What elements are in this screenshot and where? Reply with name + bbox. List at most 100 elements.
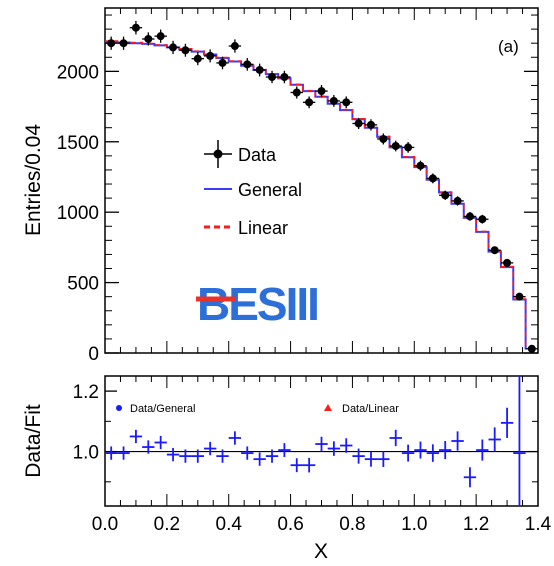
- upper-y-tick-label: 0: [88, 344, 99, 365]
- data-point-marker: [465, 212, 474, 221]
- legend-marker-data: [204, 140, 232, 168]
- ratio-point: [105, 446, 118, 460]
- panel-label: (a): [498, 37, 519, 56]
- data-point: [340, 96, 353, 109]
- ratio-point: [463, 467, 477, 488]
- data-point-marker: [156, 32, 165, 41]
- data-point-marker: [490, 246, 499, 255]
- data-point-marker: [193, 54, 202, 63]
- data-point-marker: [169, 43, 178, 52]
- lower-x-tick-label: 1.0: [401, 514, 427, 535]
- ratio-point: [426, 444, 440, 462]
- legend-label-data-general: Data/General: [130, 403, 195, 415]
- data-point: [191, 52, 204, 66]
- upper-y-tick-label: 1500: [57, 133, 99, 154]
- data-point: [414, 160, 427, 171]
- data-point: [265, 70, 279, 84]
- data-point: [525, 344, 538, 353]
- upper-y-tick-label: 2000: [57, 62, 99, 83]
- ratio-point: [377, 451, 390, 467]
- upper-y-axis-title: Entries/0.04: [22, 124, 45, 236]
- ratio-point: [315, 436, 328, 452]
- lower-x-tick-label: 0.8: [339, 514, 365, 535]
- data-point: [488, 246, 501, 255]
- ratio-point: [290, 458, 303, 473]
- data-point: [241, 57, 254, 71]
- ratio-point: [513, 376, 526, 506]
- ratio-point: [241, 446, 254, 460]
- data-point: [302, 96, 316, 109]
- data-point-marker: [131, 23, 140, 32]
- data-point-marker: [366, 120, 375, 129]
- ratio-point: [265, 449, 279, 463]
- ratio-point: [488, 427, 501, 452]
- lower-x-axis: 0.0 0.2 0.4 0.6 0.8 1.0 1.2 1.4: [92, 376, 552, 535]
- legend-label-data: Data: [238, 145, 277, 165]
- data-point: [216, 56, 229, 70]
- x-axis-title: X: [314, 540, 328, 563]
- ratio-point: [364, 451, 378, 467]
- upper-x-axis: [104, 8, 539, 353]
- data-point-marker: [453, 196, 462, 205]
- data-point-marker: [255, 65, 264, 74]
- ratio-point: [340, 438, 353, 453]
- upper-legend: Data General Linear: [204, 140, 302, 238]
- data-point-marker: [107, 39, 116, 48]
- data-point: [315, 85, 328, 98]
- data-point-marker: [503, 258, 512, 267]
- ratio-point: [414, 441, 427, 459]
- data-point-marker: [527, 344, 536, 353]
- besiii-logo-text: BESIII: [197, 278, 318, 330]
- data-point-marker: [280, 73, 289, 81]
- upper-panel: 0 500 1000 1500 2000 (a) Data General Linear…: [57, 7, 539, 365]
- data-point: [463, 212, 477, 221]
- ratio-point: [166, 447, 180, 462]
- ratio-point: [451, 431, 464, 451]
- data-point: [278, 70, 291, 84]
- data-point-marker: [206, 51, 215, 60]
- data-point: [364, 119, 378, 131]
- data-point-marker: [416, 161, 425, 170]
- data-point-marker: [391, 142, 400, 150]
- data-point: [513, 292, 526, 301]
- data-point-marker: [329, 96, 338, 105]
- data-point: [105, 36, 118, 50]
- data-point: [203, 49, 217, 63]
- data-point-marker: [218, 58, 227, 67]
- besiii-logo: BESIII: [196, 278, 320, 330]
- data-point-marker: [441, 191, 450, 200]
- data-point: [166, 40, 180, 55]
- data-points: [105, 20, 538, 353]
- data-point: [377, 133, 390, 145]
- ratio-point: [500, 407, 514, 438]
- data-point-marker: [119, 39, 128, 48]
- upper-frame: [104, 7, 539, 354]
- lower-x-tick-label: 1.2: [463, 514, 489, 535]
- data-point: [179, 43, 192, 57]
- data-point: [117, 36, 130, 50]
- legend-label-general: General: [238, 180, 302, 200]
- ratio-point: [327, 441, 341, 456]
- data-point-marker: [428, 174, 437, 183]
- data-point-marker: [268, 73, 277, 81]
- ratio-point: [191, 449, 204, 463]
- legend-label-linear: Linear: [238, 218, 288, 238]
- data-point-marker: [515, 292, 524, 301]
- ratio-point: [253, 452, 266, 466]
- data-point: [154, 29, 167, 43]
- upper-y-axis: 0 500 1000 1500 2000: [57, 14, 538, 365]
- lower-x-tick-label: 0.6: [277, 514, 303, 535]
- ratio-point: [142, 440, 155, 454]
- data-point: [476, 214, 489, 224]
- lower-x-tick-label: 0.2: [154, 514, 180, 535]
- ratio-point: [302, 457, 316, 473]
- lower-y-axis-title: Data/Fit: [22, 404, 45, 478]
- ratio-point: [228, 431, 242, 445]
- data-point-marker: [181, 46, 190, 55]
- data-point: [129, 20, 143, 35]
- ratio-point: [154, 435, 167, 450]
- ratio-point: [179, 449, 192, 463]
- ratio-point: [352, 448, 365, 464]
- data-point: [389, 140, 402, 152]
